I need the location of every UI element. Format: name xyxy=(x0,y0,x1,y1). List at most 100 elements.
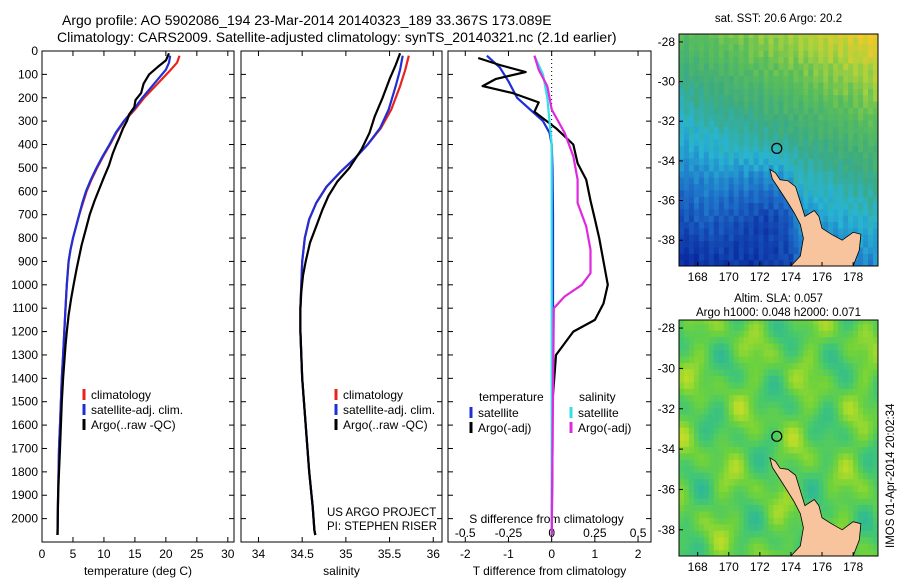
depth-tick-label: 300 xyxy=(18,114,38,128)
differences-series-line-argoadj xyxy=(533,55,592,536)
sst-map-lon-label: 174 xyxy=(781,270,801,284)
temperature-xlabel: temperature (deg C) xyxy=(84,564,192,578)
depth-tick-label: 500 xyxy=(18,161,38,175)
sla-map-lat-label: -28 xyxy=(658,321,676,335)
sla-map-lon-label: 168 xyxy=(688,560,708,574)
depth-tick-label: 1400 xyxy=(11,371,38,385)
salinity-xtick-label: 35.5 xyxy=(378,547,402,561)
differences-xtick-label: -1 xyxy=(503,547,514,561)
sst-map-lat-label: -28 xyxy=(658,35,676,49)
salinity-legend-label: climatology xyxy=(343,388,403,402)
depth-tick-label: 1700 xyxy=(11,441,38,455)
sla-map-lon-label: 176 xyxy=(812,560,832,574)
salinity-profile-panel: 34 34.5 35 35.5 36 salinity climatologysatelli… xyxy=(240,50,443,578)
depth-tick-label: 0 xyxy=(31,44,38,58)
sla-map-land xyxy=(769,456,862,556)
temperature-xtick-label: 20 xyxy=(159,547,173,561)
temperature-legend-label: climatology xyxy=(91,388,151,402)
differences-xlabel: T difference from climatology xyxy=(473,564,627,578)
temperature-xtick-label: 0 xyxy=(39,547,46,561)
depth-tick-label: 1600 xyxy=(11,418,38,432)
depth-tick-label: 100 xyxy=(18,67,38,81)
sst-map-lat-label: -32 xyxy=(658,114,676,128)
differences-xtick-label: 0 xyxy=(548,547,555,561)
sst-map-title: sat. SST: 20.6 Argo: 20.2 xyxy=(715,13,842,25)
depth-tick-label: 1300 xyxy=(11,348,38,362)
depth-tick-label: 1200 xyxy=(11,325,38,339)
sla-map-lon-label: 170 xyxy=(719,560,739,574)
depth-tick-label: 700 xyxy=(18,208,38,222)
temperature-legend-heading: temperature xyxy=(479,390,544,404)
sla-map-lat-label: -38 xyxy=(658,523,676,537)
temperature-legend-label: Argo(..raw -QC) xyxy=(91,418,176,432)
salinity-legend-label: Argo(-adj) xyxy=(578,421,631,435)
sla-map-lat-label: -32 xyxy=(658,402,676,416)
salinity-xtick-label: 34.5 xyxy=(290,547,314,561)
sla-map-frame xyxy=(678,319,879,557)
temperature-xtick-label: 30 xyxy=(221,547,235,561)
temperature-series-line-satelliteadjclim xyxy=(56,55,172,536)
sla-map-float-marker xyxy=(771,430,783,442)
salinity-diff-tick-label: 0.25 xyxy=(583,526,607,540)
salinity-legend-label: satellite xyxy=(578,406,619,420)
depth-tick-label: 1100 xyxy=(12,301,38,315)
sst-map-lon-label: 178 xyxy=(843,270,863,284)
salinity-legend-label: Argo(..raw -QC) xyxy=(343,418,428,432)
temperature-xtick-label: 25 xyxy=(190,547,204,561)
differences-xtick-label: -2 xyxy=(460,547,471,561)
temperature-xtick-label: 15 xyxy=(128,547,142,561)
sla-map-lat-label: -36 xyxy=(658,482,676,496)
difference-profile-panel: -2 -1 0 1 2 T difference from climatology -0.5… xyxy=(447,50,652,578)
sst-map-lat-label: -36 xyxy=(658,194,676,208)
salinity-diff-tick-label: 0.5 xyxy=(630,526,647,540)
depth-tick-label: 1500 xyxy=(11,395,38,409)
sla-map-field xyxy=(679,320,878,556)
salinity-xtick-label: 35 xyxy=(339,547,353,561)
salinity-xlabel: salinity xyxy=(323,564,360,578)
temperature-series-line-argorawqc xyxy=(56,52,171,536)
temperature-legend-label: satellite-adj. clim. xyxy=(91,403,183,417)
sla-map-lat-label: -30 xyxy=(658,361,676,375)
sla-map-lon-label: 178 xyxy=(843,560,863,574)
temperature-xtick-label: 5 xyxy=(70,547,77,561)
salinity-plot-frame xyxy=(240,50,443,543)
temperature-legend-label: Argo(-adj) xyxy=(478,421,531,435)
figure-title-line-2: Climatology: CARS2009. Satellite-adjuste… xyxy=(57,29,617,45)
salinity-legend-heading: salinity xyxy=(579,390,616,404)
sla-map-subtitle: Argo h1000: 0.048 h2000: 0.071 xyxy=(696,307,861,319)
salinity-diff-tick-label: -0.5 xyxy=(455,526,476,540)
differences-series-line-argoadj xyxy=(477,56,609,536)
imos-timestamp-watermark: IMOS 01-Apr-2014 20:02:34 xyxy=(885,403,897,548)
depth-tick-label: 400 xyxy=(18,138,38,152)
sst-map-lon-label: 176 xyxy=(812,270,832,284)
sst-map-land xyxy=(769,168,862,266)
sst-map-panel: 168 170 172 174 176 178 -28 -30 -32 -34 -36 -38 sat.… xyxy=(658,13,879,284)
salinity-xtick-label: 36 xyxy=(427,547,441,561)
depth-tick-label: 200 xyxy=(18,91,38,105)
salinity-diff-tick-label: -0.25 xyxy=(495,526,523,540)
depth-tick-label: 1800 xyxy=(11,465,38,479)
sst-map-lat-label: -34 xyxy=(658,154,676,168)
sla-map-panel: 168 170 172 174 176 178 -28 -30 -32 -34 -36 -38 Alti… xyxy=(658,293,879,574)
sst-map-lon-label: 168 xyxy=(688,270,708,284)
differences-xtick-label: 1 xyxy=(592,547,599,561)
depth-tick-label: 800 xyxy=(18,231,38,245)
temperature-profile-panel: 0 5 10 15 20 25 30 temperature (deg C) 0 100 200 30… xyxy=(11,44,235,578)
sst-map-lon-label: 172 xyxy=(750,270,770,284)
sst-map-lat-label: -38 xyxy=(658,233,676,247)
sla-map-lon-label: 172 xyxy=(750,560,770,574)
depth-tick-label: 1900 xyxy=(11,488,38,502)
differences-xtick-label: 2 xyxy=(635,547,642,561)
salinity-series-line-argorawqc xyxy=(299,52,402,536)
project-credit: US ARGO PROJECT xyxy=(327,507,436,519)
sla-map-title: Altim. SLA: 0.057 xyxy=(734,293,823,305)
salinity-legend-label: satellite-adj. clim. xyxy=(343,403,435,417)
sla-map-lon-label: 174 xyxy=(781,560,801,574)
depth-tick-label: 600 xyxy=(18,184,38,198)
figure-title-line-1: Argo profile: AO 5902086_194 23-Mar-2014… xyxy=(62,12,552,28)
sla-map-lat-label: -34 xyxy=(658,442,676,456)
temperature-plot-frame xyxy=(41,50,235,543)
sst-map-frame xyxy=(678,33,879,267)
sst-map-field xyxy=(679,34,878,266)
